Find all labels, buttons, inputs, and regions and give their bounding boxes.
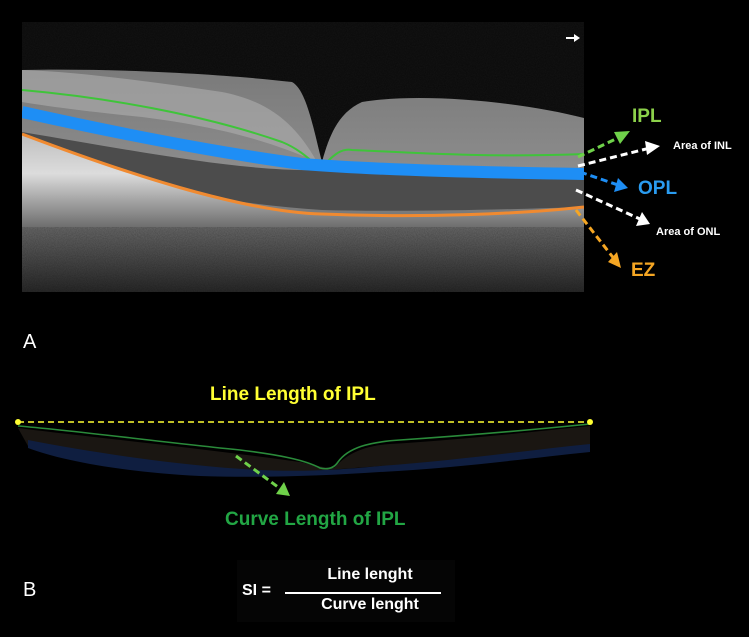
formula-numerator: Line lenght <box>327 566 413 583</box>
panel-b-letter: B <box>23 579 37 601</box>
opl-label: OPL <box>638 178 678 199</box>
oct-scan-image <box>22 22 584 292</box>
onl-area-label: Area of ONL <box>656 226 721 238</box>
formula-box <box>237 560 455 622</box>
curve-length-label: Curve Length of IPL <box>225 509 406 530</box>
ipl-label: IPL <box>632 106 662 127</box>
fraction-bar <box>285 592 441 594</box>
panel-a-letter: A <box>23 331 37 353</box>
formula-lhs: SI = <box>242 582 271 599</box>
inl-area-label: Area of INL <box>673 140 732 152</box>
line-length-label: Line Length of IPL <box>210 384 376 405</box>
formula-denominator: Curve lenght <box>321 596 419 613</box>
ez-label: EZ <box>631 260 656 281</box>
